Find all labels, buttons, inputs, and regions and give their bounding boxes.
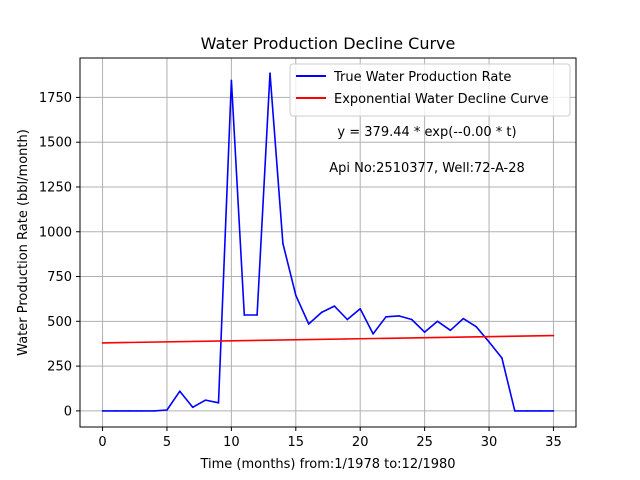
x-tick-label: 15 [288,435,305,450]
x-tick-label: 35 [545,435,562,450]
data-point [230,79,233,82]
data-point [488,341,490,343]
data-point [153,410,155,412]
data-point [372,333,374,335]
data-point [114,410,117,412]
well-annotation: Api No:2510377, Well:72-A-28 [329,161,525,176]
y-tick-label: 0 [64,404,72,419]
data-point [191,406,194,409]
data-point [127,410,130,412]
legend-label-decline-curve: Exponential Water Decline Curve [334,92,549,107]
data-point [179,390,181,392]
x-tick-label: 10 [223,435,240,450]
y-tick-label: 1000 [39,225,72,240]
data-point [436,320,439,323]
x-tick-label: 5 [163,435,171,450]
data-point [449,329,452,332]
data-point [501,357,503,359]
legend-label-true-rate: True Water Production Rate [333,70,511,85]
y-tick-label: 1750 [39,91,72,106]
data-point [423,331,426,333]
y-tick-label: 750 [47,270,72,285]
data-point [475,325,477,328]
data-point [333,305,336,307]
data-point [217,402,220,404]
x-tick-label: 20 [352,435,369,450]
y-tick-label: 1250 [39,180,72,195]
data-point [346,318,349,321]
x-tick-label: 0 [98,435,106,450]
data-point [539,410,542,412]
data-point [269,72,271,75]
data-point [514,410,516,412]
data-point [282,242,284,245]
data-point [385,316,387,318]
x-tick-label: 25 [416,435,433,450]
legend: True Water Production Rate Exponential W… [289,63,571,117]
series-line-0 [102,72,554,412]
data-point [256,314,258,316]
y-tick-label: 500 [47,315,72,330]
data-point [552,410,555,412]
data-point [552,334,555,337]
axis-ticks: 0 5 10 15 20 25 30 35 0 250 500 750 1000 1250 1500 1750 [39,91,562,450]
x-axis-label: Time (months) from:1/1978 to:12/1980 [199,457,455,472]
data-point [359,307,362,310]
data-point [243,314,246,316]
equation-annotation: y = 379.44 * exp(--0.00 * t) [337,125,516,140]
data-point [294,294,297,297]
legend-box [289,63,571,117]
chart-title: Water Production Decline Curve [201,34,456,53]
x-tick-label: 30 [481,435,498,450]
data-point [101,410,104,412]
data-point [410,318,413,321]
data-point [204,399,207,401]
data-point [166,409,168,411]
data-point [320,311,323,314]
data-point [101,342,104,344]
series-line-1 [102,334,554,344]
y-axis-label: Water Production Rate (bbl/month) [16,129,31,356]
y-tick-label: 250 [47,360,72,375]
series-layer [101,72,555,412]
data-point [307,323,310,325]
plot-frame [79,57,577,428]
data-point [140,410,142,412]
data-point [462,317,465,320]
data-point [526,410,529,412]
y-tick-label: 1500 [39,136,72,151]
data-point [398,315,400,317]
